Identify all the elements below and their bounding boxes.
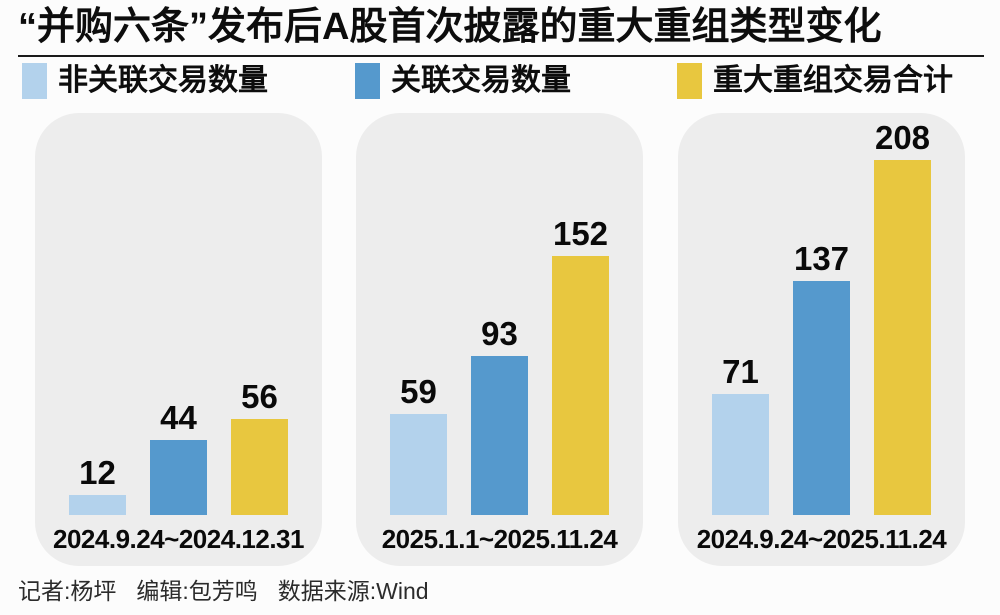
bar <box>231 419 288 515</box>
legend-swatch-icon <box>677 63 702 99</box>
legend-label: 重大重组交易合计 <box>713 64 953 97</box>
bar-column: 152 <box>552 217 609 515</box>
chart-panel-period-2: 59 93 152 2025.1.1~2025.11.24 <box>356 113 643 566</box>
panel-period-label: 2025.1.1~2025.11.24 <box>381 524 618 554</box>
legend-item-non-related: 非关联交易数量 <box>22 63 268 99</box>
bar-value-label: 137 <box>793 240 850 277</box>
legend-item-total: 重大重组交易合计 <box>677 63 953 99</box>
bar-value-label: 71 <box>722 353 759 390</box>
bar-value-label: 208 <box>874 119 931 156</box>
bar-column: 59 <box>390 375 447 515</box>
panel-period-label: 2024.9.24~2025.11.24 <box>696 524 947 554</box>
bar <box>793 281 850 515</box>
bar-value-label: 152 <box>552 215 609 252</box>
data-source-credit: 数据来源:Wind <box>277 578 429 604</box>
bar-column: 44 <box>150 401 207 515</box>
legend-label: 非关联交易数量 <box>58 64 268 97</box>
legend-label: 关联交易数量 <box>391 64 571 97</box>
bar <box>69 495 126 515</box>
bar <box>552 256 609 515</box>
bar-column: 56 <box>231 380 288 515</box>
bar-column: 137 <box>793 242 850 515</box>
credits-footer: 记者:杨坪 编辑:包芳鸣 数据来源:Wind <box>18 572 449 606</box>
bar <box>874 160 931 515</box>
chart-panel-period-1: 12 44 56 2024.9.24~2024.12.31 <box>35 113 322 566</box>
bar <box>712 394 769 515</box>
title-block: “并购六条”发布后A股首次披露的重大重组类型变化 <box>18 6 984 57</box>
bar <box>390 414 447 515</box>
legend-swatch-icon <box>22 63 47 99</box>
reporter-credit: 记者:杨坪 <box>18 578 117 604</box>
bar-column: 93 <box>471 317 528 515</box>
bar-column: 208 <box>874 121 931 515</box>
bar-group: 59 93 152 <box>356 217 643 515</box>
editor-credit: 编辑:包芳鸣 <box>136 578 258 604</box>
chart-panel-period-3: 71 137 208 2024.9.24~2025.11.24 <box>678 113 965 566</box>
bar-group: 12 44 56 <box>35 380 322 515</box>
bar <box>150 440 207 515</box>
page-title: “并购六条”发布后A股首次披露的重大重组类型变化 <box>18 6 882 48</box>
bar-value-label: 93 <box>481 315 518 352</box>
bar-column: 12 <box>69 456 126 515</box>
legend-item-related: 关联交易数量 <box>355 63 571 99</box>
bar-value-label: 44 <box>160 399 197 436</box>
bar-value-label: 56 <box>241 378 278 415</box>
bar-value-label: 59 <box>400 373 437 410</box>
legend-swatch-icon <box>355 63 380 99</box>
bar-value-label: 12 <box>79 454 116 491</box>
chart-legend: 非关联交易数量 关联交易数量 重大重组交易合计 <box>0 63 1000 103</box>
bar <box>471 356 528 515</box>
bar-group: 71 137 208 <box>678 121 965 515</box>
bar-column: 71 <box>712 355 769 515</box>
panel-period-label: 2024.9.24~2024.12.31 <box>53 524 304 554</box>
